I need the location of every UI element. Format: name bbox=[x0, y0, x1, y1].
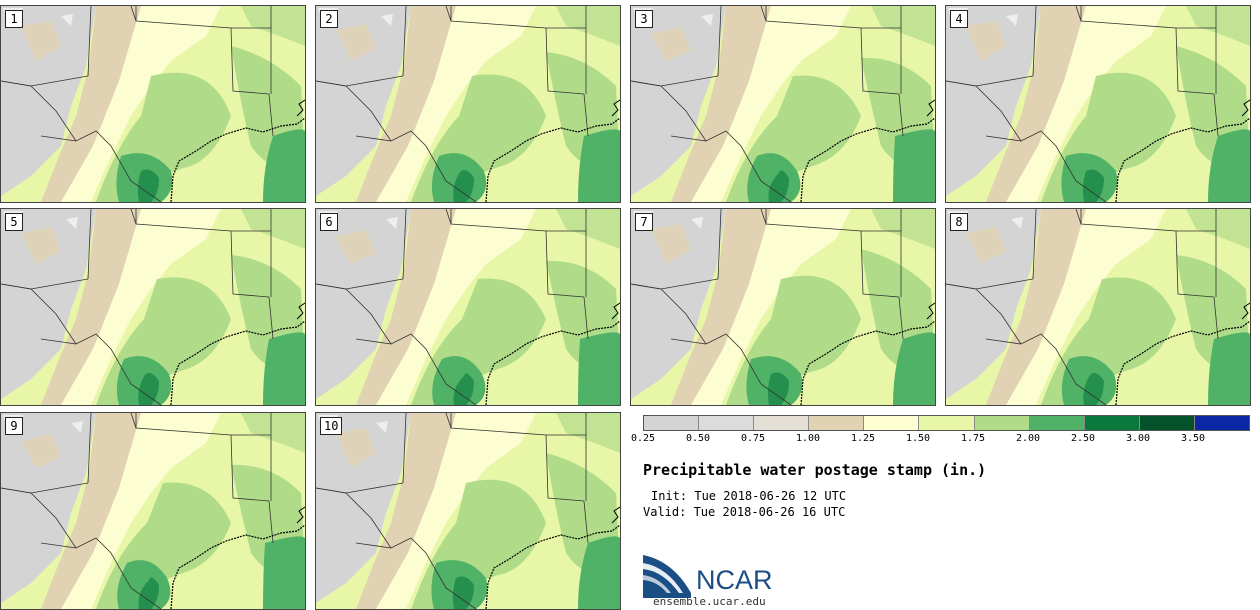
colorbar-tick-label: 1.25 bbox=[850, 433, 876, 444]
member-number-label: 5 bbox=[5, 213, 23, 231]
map-view bbox=[631, 6, 935, 202]
colorbar-bin bbox=[754, 416, 810, 430]
colorbar-bin bbox=[699, 416, 755, 430]
member-number-label: 7 bbox=[635, 213, 653, 231]
chart-title: Precipitable water postage stamp (in.) bbox=[643, 461, 987, 479]
map-view bbox=[946, 6, 1250, 202]
colorbar-bin bbox=[864, 416, 920, 430]
member-number-label: 2 bbox=[320, 10, 338, 28]
member-number-label: 4 bbox=[950, 10, 968, 28]
ncar-logo-icon bbox=[643, 555, 691, 598]
colorbar-bin bbox=[644, 416, 700, 430]
map-view bbox=[631, 209, 935, 405]
colorbar-tick-label: 1.50 bbox=[905, 433, 931, 444]
colorbar-tick-label: 3.50 bbox=[1180, 433, 1206, 444]
member-number-label: 1 bbox=[5, 10, 23, 28]
colorbar-tick-label: 0.50 bbox=[685, 433, 711, 444]
colorbar-tick-label: 1.75 bbox=[960, 433, 986, 444]
map-panel: 3 bbox=[630, 5, 936, 203]
colorbar-bin bbox=[1084, 416, 1140, 430]
colorbar-tick-label: 0.75 bbox=[740, 433, 766, 444]
map-view bbox=[1, 413, 305, 609]
colorbar-bin bbox=[1139, 416, 1195, 430]
colorbar-bin bbox=[919, 416, 975, 430]
logo-text: NCAR bbox=[696, 565, 773, 595]
colorbar-bin bbox=[1194, 416, 1250, 430]
map-panel: 10 bbox=[315, 412, 621, 610]
init-time: Init: Tue 2018-06-26 12 UTC bbox=[651, 489, 847, 503]
colorbar-tick-label: 2.00 bbox=[1015, 433, 1041, 444]
colorbar-labels: 0.25 0.50 0.75 1.00 1.25 1.50 1.75 2.00 2.50 3.00… bbox=[631, 433, 1250, 447]
map-panel: 6 bbox=[315, 208, 621, 406]
member-number-label: 10 bbox=[320, 417, 343, 435]
colorbar-bin bbox=[809, 416, 865, 430]
map-view bbox=[1, 6, 305, 202]
map-panel: 5 bbox=[0, 208, 306, 406]
colorbar-tick-label: 2.50 bbox=[1070, 433, 1096, 444]
colorbar-tick-label: 0.25 bbox=[630, 433, 656, 444]
map-panel: 7 bbox=[630, 208, 936, 406]
map-view bbox=[316, 6, 620, 202]
map-view bbox=[316, 413, 620, 609]
map-panel: 8 bbox=[945, 208, 1251, 406]
member-number-label: 6 bbox=[320, 213, 338, 231]
member-number-label: 9 bbox=[5, 417, 23, 435]
colorbar-bin bbox=[974, 416, 1030, 430]
map-view bbox=[946, 209, 1250, 405]
map-view bbox=[1, 209, 305, 405]
member-number-label: 8 bbox=[950, 213, 968, 231]
colorbar-tick-label: 3.00 bbox=[1125, 433, 1151, 444]
valid-time: Valid: Tue 2018-06-26 16 UTC bbox=[643, 505, 846, 519]
map-panel: 1 bbox=[0, 5, 306, 203]
map-panel: 4 bbox=[945, 5, 1251, 203]
member-number-label: 3 bbox=[635, 10, 653, 28]
map-view bbox=[316, 209, 620, 405]
colorbar bbox=[643, 415, 1250, 431]
logo-url: ensemble.ucar.edu bbox=[653, 595, 766, 608]
map-panel: 9 bbox=[0, 412, 306, 610]
colorbar-bin bbox=[1029, 416, 1085, 430]
colorbar-tick-label: 1.00 bbox=[795, 433, 821, 444]
map-panel: 2 bbox=[315, 5, 621, 203]
